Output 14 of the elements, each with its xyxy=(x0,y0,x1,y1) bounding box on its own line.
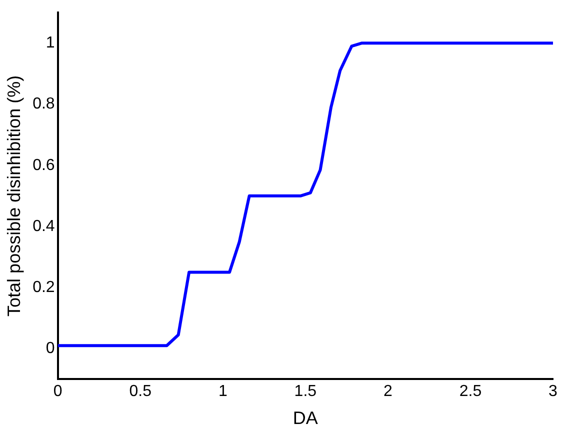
x-tick-label: 2.5 xyxy=(459,383,482,400)
y-tick-label: 0.8 xyxy=(32,96,55,113)
x-tick-label: 1.5 xyxy=(294,383,317,400)
y-tick-label: 0 xyxy=(46,340,55,358)
x-axis-title: DA xyxy=(292,408,318,428)
y-tick-label: 1 xyxy=(46,34,55,52)
x-tick-label: 1 xyxy=(218,383,228,400)
y-tick-label: 0.4 xyxy=(32,218,55,235)
y-axis-title: Total possible disinhibition (%) xyxy=(4,75,24,316)
y-tick-label: 0.2 xyxy=(32,278,55,296)
y-tick-label: 0.6 xyxy=(32,156,55,174)
x-tick-label: 3 xyxy=(548,383,558,400)
x-tick-label: 0.5 xyxy=(129,383,152,400)
x-tick-label: 2 xyxy=(383,383,392,400)
